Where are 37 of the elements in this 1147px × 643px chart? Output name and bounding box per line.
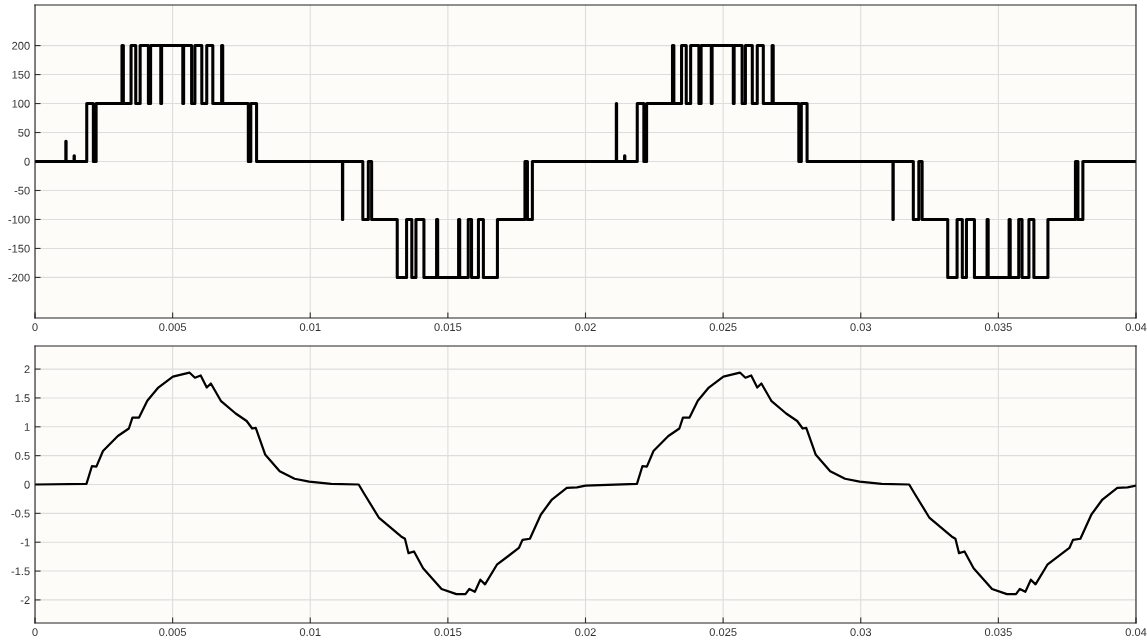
y-tick-label: 2 [24, 365, 30, 374]
y-tick-label: 150 [12, 70, 30, 79]
y-tick-label: -1 [20, 538, 30, 547]
y-tick-label: -50 [14, 186, 30, 195]
x-tick-label: 0.04 [1125, 628, 1147, 637]
y-tick-label: 1.5 [15, 394, 30, 403]
y-tick-label: -2 [20, 596, 30, 604]
x-tick-label: 0.03 [850, 628, 872, 637]
x-tick-label: 0.005 [159, 323, 187, 332]
y-tick-label: 0 [24, 157, 30, 166]
y-tick-label: -150 [8, 244, 30, 253]
x-tick-label: 0.025 [709, 628, 737, 637]
x-tick-label: 0.02 [575, 628, 596, 637]
x-tick-label: 0.03 [850, 323, 872, 332]
x-tick-label: 0.035 [984, 323, 1012, 332]
x-tick-label: 0 [32, 323, 38, 332]
x-tick-label: 0.015 [434, 323, 462, 332]
y-tick-label: -100 [8, 215, 30, 224]
x-tick-label: 0.035 [984, 628, 1012, 637]
y-tick-label: 0 [24, 480, 30, 489]
x-tick-label: 0.015 [434, 628, 462, 637]
y-tick-label: -200 [8, 273, 30, 282]
x-tick-label: 0.02 [575, 323, 596, 332]
y-tick-label: 0.5 [15, 451, 30, 460]
x-tick-label: 0.005 [159, 628, 187, 637]
x-tick-label: 0.04 [1125, 323, 1147, 332]
y-tick-label: 1 [24, 423, 30, 431]
y-tick-label: -1.5 [11, 567, 30, 576]
line-series [35, 371, 1136, 596]
x-tick-label: 0.01 [299, 628, 321, 637]
x-tick-label: 0.025 [709, 323, 737, 332]
x-tick-label: 0.01 [299, 323, 321, 332]
y-tick-label: -0.5 [11, 509, 30, 518]
x-tick-label: 0 [32, 628, 38, 637]
y-tick-label: 200 [12, 41, 30, 50]
y-tick-label: 50 [18, 128, 30, 137]
y-tick-label: 100 [12, 99, 30, 108]
